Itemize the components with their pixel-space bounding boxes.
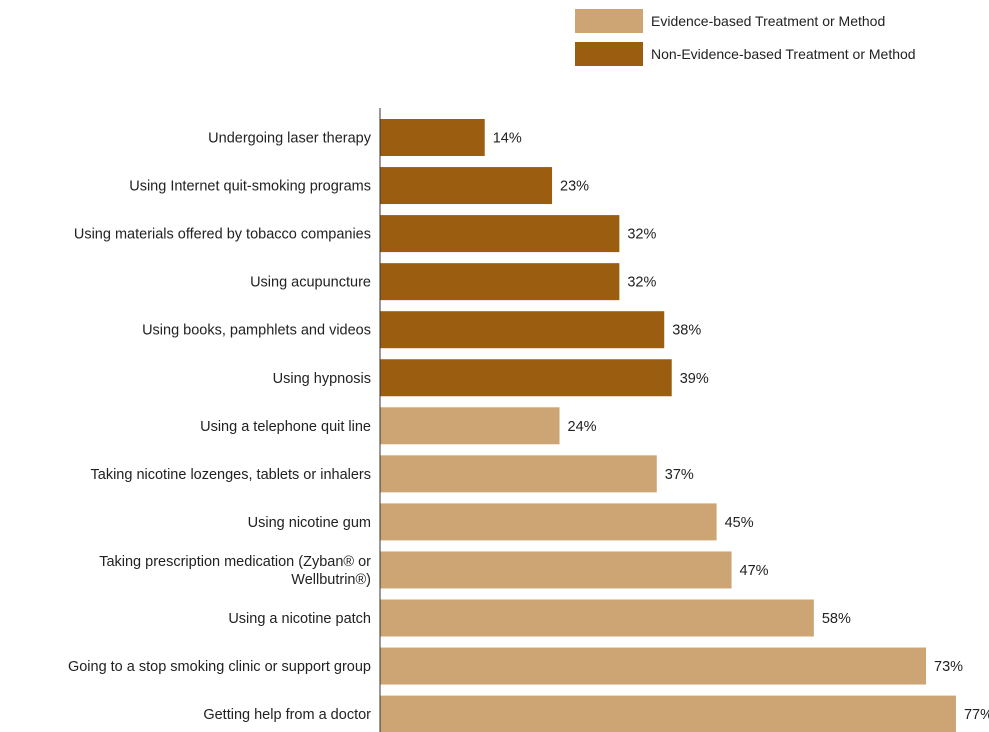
value-labels: 14% 23% 32% 32% 38% 39% 24% 37% 45% 47% 58% 73% 77% — [493, 131, 989, 724]
legend-swatch-non-evidence — [575, 42, 643, 66]
bar — [380, 503, 717, 541]
bar — [380, 599, 814, 637]
category-labels: Undergoing laser therapy Using Internet q… — [68, 131, 372, 724]
value-label: 39% — [680, 371, 709, 387]
category-label: Taking prescription medication (Zyban® o… — [99, 554, 371, 588]
value-label: 14% — [493, 131, 522, 147]
value-label: 37% — [665, 467, 694, 483]
category-label: Using Internet quit-smoking programs — [129, 179, 371, 195]
bar — [380, 215, 620, 253]
value-label: 77% — [964, 707, 989, 723]
bar — [380, 551, 732, 589]
legend: Evidence-based Treatment or Method Non-Ev… — [575, 9, 916, 66]
bar — [380, 359, 672, 397]
category-label: Undergoing laser therapy — [208, 131, 372, 147]
value-label: 38% — [672, 323, 701, 339]
category-label: Going to a stop smoking clinic or suppor… — [68, 659, 371, 675]
legend-label-evidence: Evidence-based Treatment or Method — [651, 13, 885, 29]
category-label: Using a telephone quit line — [200, 419, 371, 435]
value-label: 58% — [822, 611, 851, 627]
bar — [380, 407, 560, 445]
bar — [380, 311, 665, 349]
bar — [380, 167, 553, 205]
category-label: Using nicotine gum — [248, 515, 371, 531]
category-label: Using hypnosis — [273, 371, 371, 387]
value-label: 73% — [934, 659, 963, 675]
bars-group — [380, 119, 956, 732]
value-label: 24% — [568, 419, 597, 435]
category-label: Using acupuncture — [250, 275, 371, 291]
category-label: Taking nicotine lozenges, tablets or inh… — [91, 467, 372, 483]
value-label: 32% — [627, 275, 656, 291]
bar — [380, 119, 485, 156]
bar — [380, 695, 956, 732]
bar — [380, 647, 927, 685]
legend-label-non-evidence: Non-Evidence-based Treatment or Method — [651, 46, 916, 62]
legend-swatch-evidence — [575, 9, 643, 33]
category-label: Using a nicotine patch — [228, 611, 371, 627]
bar — [380, 455, 657, 493]
category-label: Using books, pamphlets and videos — [142, 323, 371, 339]
value-label: 32% — [627, 227, 656, 243]
category-label: Using materials offered by tobacco compa… — [74, 227, 371, 243]
value-label: 23% — [560, 179, 589, 195]
value-label: 47% — [740, 563, 769, 579]
category-label: Getting help from a doctor — [203, 707, 371, 723]
bar — [380, 263, 620, 301]
value-label: 45% — [725, 515, 754, 531]
